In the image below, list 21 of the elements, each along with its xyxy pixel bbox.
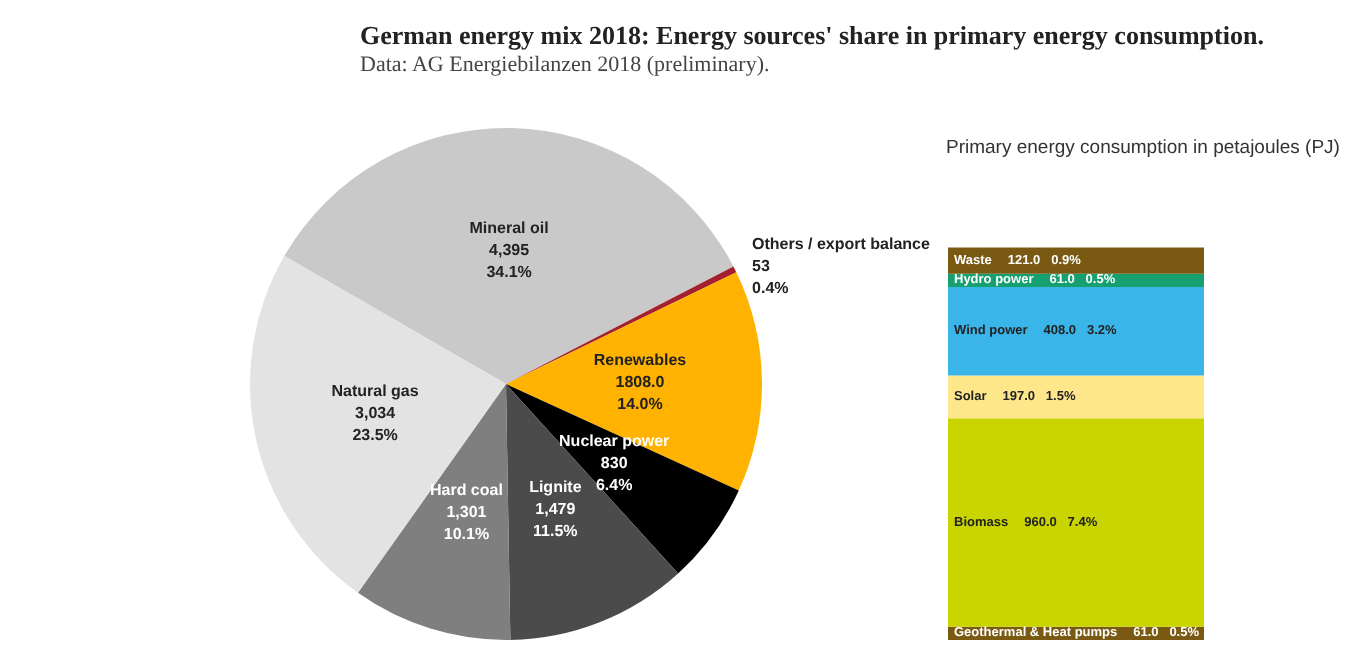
slice-label: Natural gas bbox=[331, 381, 420, 400]
chart-subtitle: Data: AG Energiebilanzen 2018 (preliminary). bbox=[360, 53, 771, 77]
slice-label: Mineral oil bbox=[469, 219, 549, 238]
bar bbox=[948, 375, 1204, 419]
data-label: 1,301 10.1% bbox=[443, 503, 490, 544]
slice-label: Others / export balance bbox=[752, 234, 931, 253]
slice-label: Nuclear power bbox=[559, 432, 670, 451]
data-label: 1808.0 14.0% bbox=[615, 373, 666, 414]
slice-label: Renewables bbox=[593, 351, 688, 370]
bar bbox=[948, 247, 1204, 274]
data-label: 1,479 11.5% bbox=[533, 499, 578, 540]
bar bbox=[948, 286, 1204, 376]
slice-label: Hard coal bbox=[429, 481, 503, 500]
data-label: 4,395 34.1% bbox=[486, 241, 532, 282]
data-label: 3,034 23.5% bbox=[352, 403, 398, 444]
chart-title: Primary energy consumption in petajoules (PJ) bbox=[946, 137, 1340, 159]
data-label: 830 6.4% bbox=[595, 454, 633, 495]
bar bbox=[948, 418, 1204, 627]
slice-label: Lignite bbox=[529, 477, 583, 496]
data-label: 53 0.4% bbox=[752, 256, 789, 297]
chart-title: German energy mix 2018: Energy sources' share in primary energy consumption. bbox=[360, 20, 1264, 50]
